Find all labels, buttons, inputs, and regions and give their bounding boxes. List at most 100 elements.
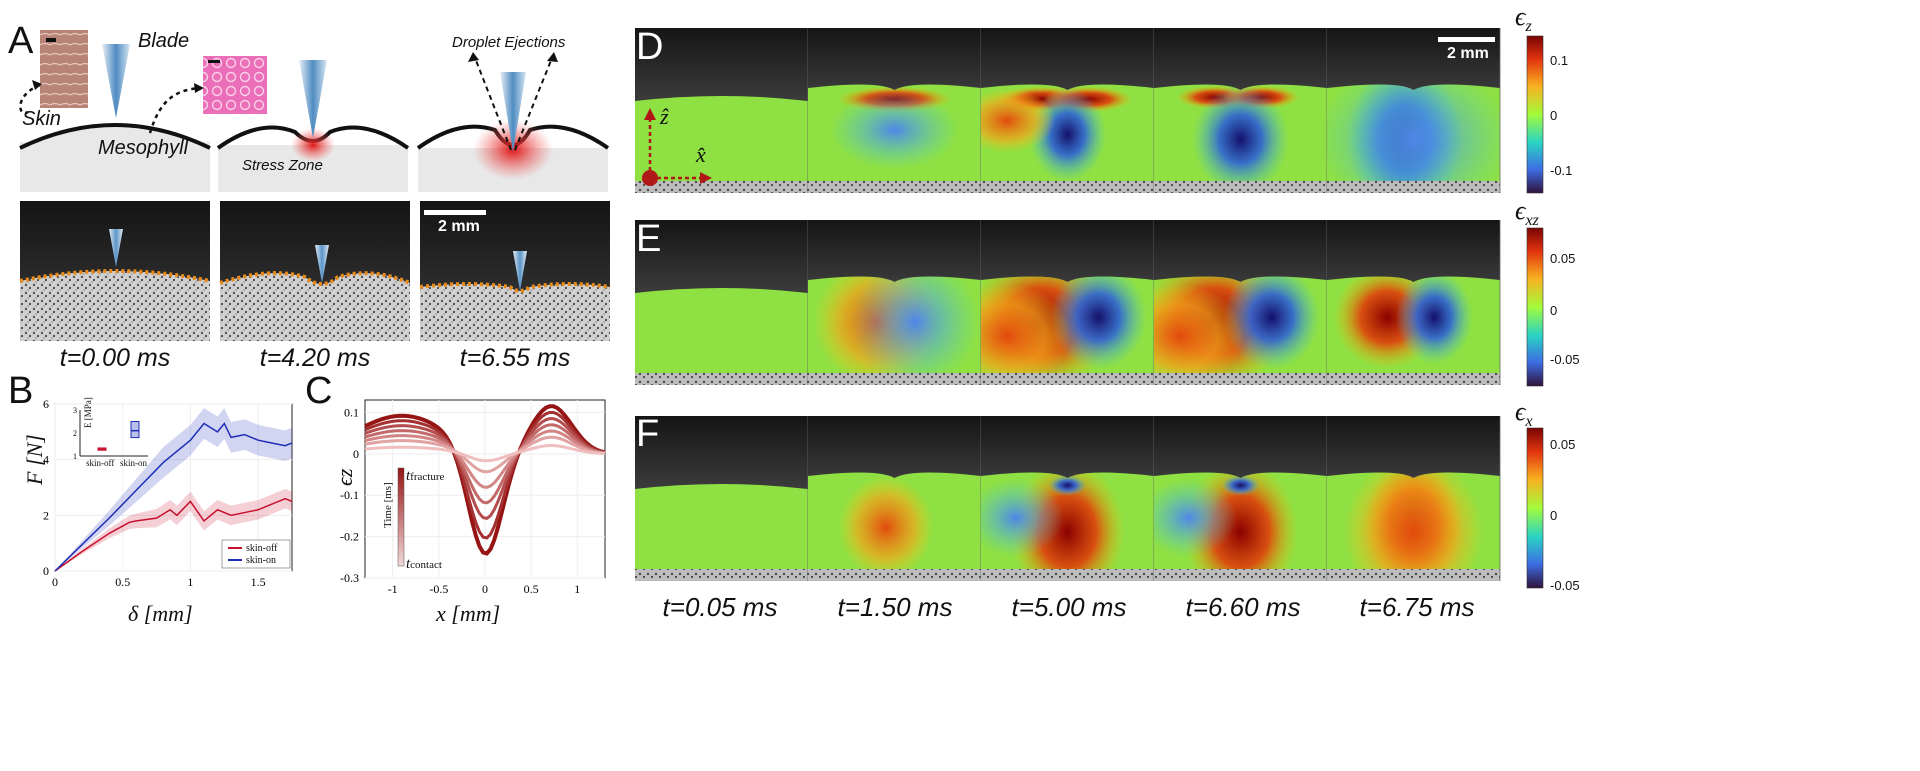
c-ytick: 0 (353, 447, 359, 461)
c-ytick: -0.1 (340, 488, 359, 502)
cbar-d-label: ϵz (1515, 2, 1532, 36)
b-band-skin-on (55, 408, 292, 571)
time-d-3: t=5.00 ms (1011, 592, 1127, 622)
scale-bar-d-label: 2 mm (1447, 45, 1489, 62)
b-xtick: 1 (187, 575, 193, 589)
b-legend-box (221, 539, 291, 569)
cbar-e-tick-2: 0 (1550, 303, 1558, 318)
scale-bar-d (1438, 37, 1495, 42)
time-d-5: t=6.75 ms (1359, 592, 1475, 622)
c-ylabel: ϵz (332, 468, 357, 486)
strain-panel-d-1 (635, 28, 809, 193)
cbar-f-tick-1: 0.05 (1550, 437, 1576, 452)
panel-c-letter: C (305, 370, 333, 412)
c-legend-colorbar (397, 467, 405, 567)
b-xtick: 0 (52, 575, 58, 589)
scale-bar-a-label: 2 mm (438, 218, 480, 235)
strain-panel-e-3 (981, 220, 1155, 385)
strain-panel-f-4 (1154, 416, 1328, 581)
c-xtick: -1 (388, 582, 398, 596)
b-inset-box-skin-on (130, 421, 140, 439)
c-curve-3 (364, 423, 606, 505)
strain-panel-d-4 (1154, 28, 1328, 193)
c-xtick: -0.5 (429, 582, 448, 596)
cbar-f-tick-2: 0 (1550, 508, 1558, 523)
b-legend-2: skin-on (246, 555, 276, 566)
c-curve-1 (364, 410, 606, 540)
time-d-2: t=1.50 ms (837, 592, 953, 622)
b-xtick: 0.5 (115, 575, 130, 589)
panel-a-schematic (19, 30, 610, 192)
c-xtick: 0 (482, 582, 488, 596)
panel-a-photos (19, 201, 611, 341)
chart-b: 0 0.5 1 1.5 0 2 4 6 1 2 3 (43, 397, 293, 589)
skin-micrograph (40, 30, 88, 108)
b-legend-1: skin-off (246, 543, 278, 554)
b-band-skin-off (55, 488, 292, 571)
b-inset-x2: skin-on (120, 458, 147, 468)
b-inset-x1: skin-off (86, 458, 115, 468)
cbar-e-tick-3: -0.05 (1550, 352, 1580, 367)
panel-b-letter: B (8, 370, 34, 412)
time-a-2: t=4.20 ms (259, 344, 371, 372)
strain-panel-e-1 (635, 220, 809, 385)
c-curve-5 (364, 435, 606, 474)
c-legend-title: Time [ms] (382, 482, 394, 528)
c-xlabel: x [mm] (436, 601, 501, 626)
blade-icon (102, 44, 130, 118)
colorbar-graphics (1526, 35, 1544, 589)
cbar-d-tick-2: 0 (1550, 108, 1558, 123)
cbar-f-label: ϵx (1515, 397, 1533, 431)
axis-z-label: ẑ (660, 104, 669, 129)
b-ytick: 0 (43, 564, 49, 578)
c-curve-4 (364, 429, 606, 489)
mesophyll-micrograph (203, 56, 267, 114)
c-ytick: 0.1 (344, 405, 359, 419)
strain-panel-e-2 (808, 220, 982, 385)
scale-bar-a (424, 210, 486, 215)
axis-origin (642, 170, 658, 186)
cbar-e-label: ϵxz (1515, 196, 1539, 230)
blade-icon-3 (500, 72, 526, 152)
stress-zone-label: Stress Zone (242, 157, 323, 174)
b-ytick: 4 (43, 453, 49, 467)
blade-icon-2 (299, 60, 327, 138)
b-ytick: 6 (43, 397, 49, 411)
strain-panel-f-3 (981, 416, 1155, 581)
strain-panel-f-1 (635, 416, 809, 581)
time-d-1: t=0.05 ms (662, 592, 778, 622)
b-inset-ytick: 2 (73, 429, 77, 438)
strain-panel-d-5 (1327, 28, 1501, 193)
time-a-1: t=0.00 ms (59, 344, 171, 372)
panel-e-letter: E (636, 218, 662, 260)
b-xlabel: δ [mm] (128, 601, 193, 626)
b-line-skin-on (54, 422, 293, 572)
c-ytick: -0.3 (340, 571, 359, 585)
b-inset-ylabel: E [MPa] (83, 397, 93, 428)
b-ytick: 2 (43, 508, 49, 522)
droplet-label: Droplet Ejections (452, 34, 566, 51)
cbar-d-tick-1: 0.1 (1550, 53, 1569, 68)
mesophyll-label: Mesophyll (98, 137, 189, 159)
b-line-skin-off (54, 497, 293, 572)
axis-x-head (700, 172, 712, 184)
strain-panel-e-4 (1154, 220, 1328, 385)
c-legend-top: tfracture (406, 468, 445, 484)
b-xtick: 1.5 (251, 575, 266, 589)
strain-panel-e-5 (1327, 220, 1501, 385)
b-ylabel: F [N] (22, 434, 47, 485)
time-d-4: t=6.60 ms (1185, 592, 1301, 622)
c-curve-0 (364, 404, 606, 556)
cbar-d-tick-3: -0.1 (1550, 163, 1573, 178)
chart-c: -1 -0.5 0 0.5 1 0.1 0 -0.1 -0.2 -0.3 (340, 399, 606, 596)
blade-label: Blade (138, 30, 190, 52)
panel-d-letter: D (636, 26, 664, 68)
cbar-e-tick-1: 0.05 (1550, 251, 1576, 266)
c-ytick: -0.2 (340, 530, 359, 544)
c-xtick: 0.5 (524, 582, 539, 596)
strain-panel-f-5 (1327, 416, 1501, 581)
c-curve-6 (364, 444, 606, 463)
strain-panel-f-2 (808, 416, 982, 581)
b-inset-ytick: 3 (73, 406, 77, 415)
c-legend-bottom: tcontact (406, 556, 442, 572)
